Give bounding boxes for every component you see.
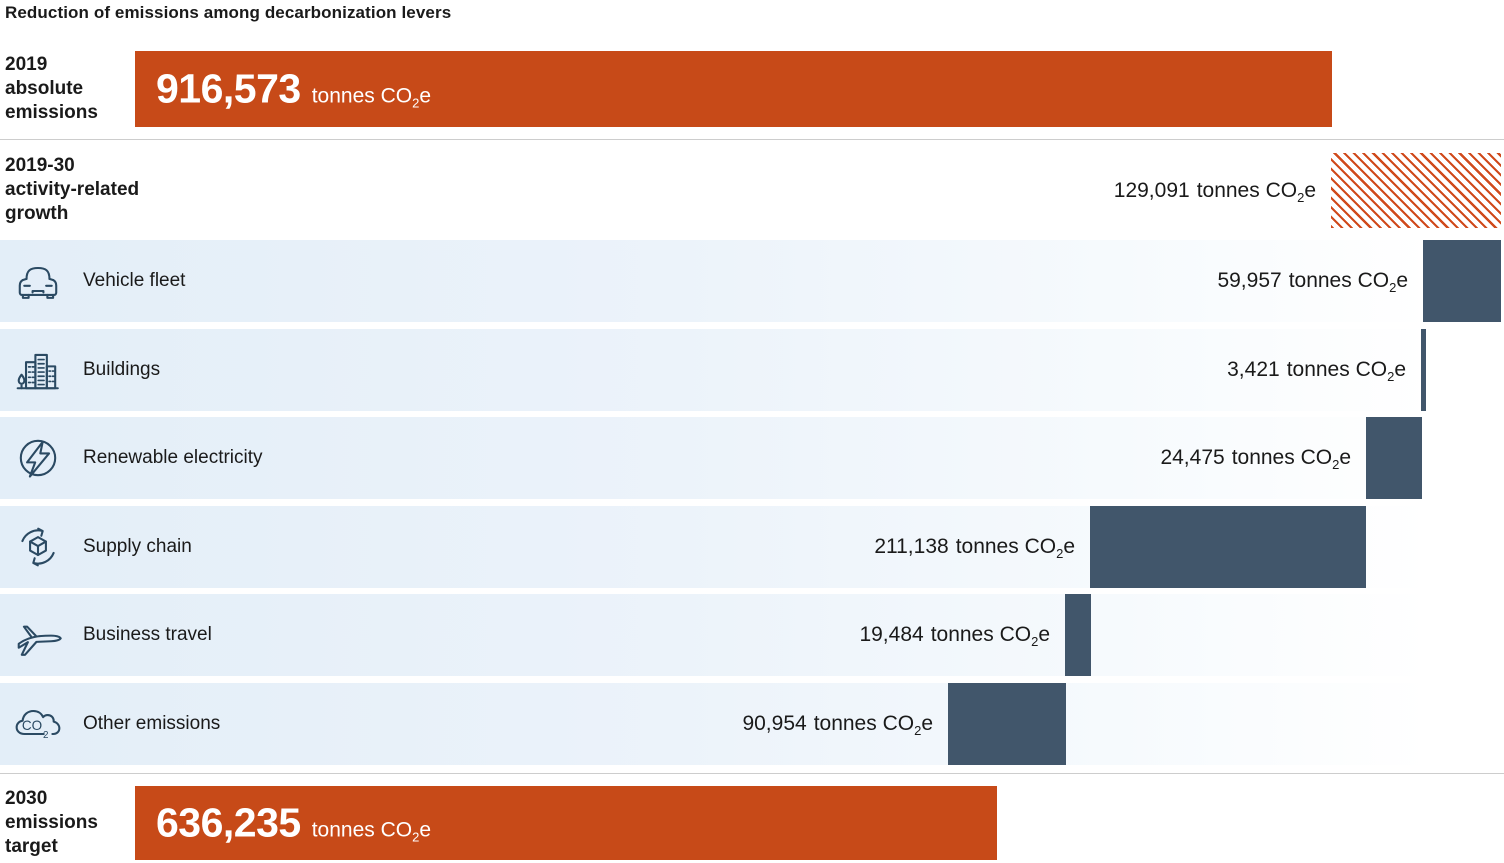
2019-30-activity-related-growth-value-number: 129,091 [1113, 178, 1190, 202]
unit-label: tonnes CO2e [955, 534, 1075, 561]
business-travel-label: Business travel [83, 624, 212, 645]
unit-label: tonnes CO2e [930, 623, 1050, 649]
buildings-value-number: 3,421 [1227, 357, 1280, 381]
unit-label: tonnes CO2e [813, 711, 933, 738]
airplane-icon [13, 610, 63, 660]
lever-row-business-travel: Business travel 19,484 tonnes CO2e [0, 594, 1504, 676]
vehicle-fleet-label: Vehicle fleet [83, 270, 186, 291]
lever-row-supply-chain: Supply chain 211,138 tonnes CO2e [0, 505, 1504, 588]
vehicle-fleet-value-number: 59,957 [1217, 269, 1282, 292]
co2-cloud-icon: CO 2 [13, 699, 63, 749]
svg-text:2: 2 [43, 729, 49, 740]
2019-absolute-emissions-value-number: 916,573 [156, 65, 301, 112]
2030-emissions-target-value-number: 636,235 [156, 799, 301, 846]
vehicle-fleet-value: 59,957 tonnes CO2e [1217, 269, 1408, 295]
unit-label: tonnes CO2e [311, 84, 432, 111]
business-travel-value-number: 19,484 [859, 623, 924, 646]
renewable-electricity-label: Renewable electricity [83, 447, 263, 468]
buildings-bar [1421, 328, 1426, 411]
buildings-icon [13, 345, 63, 395]
renewable-electricity-bar [1366, 417, 1422, 499]
buildings-value: 3,421 tonnes CO2e [1227, 357, 1406, 384]
lever-row-vehicle-fleet: Vehicle fleet 59,957 tonnes CO2e [0, 240, 1504, 322]
supply-chain-icon [13, 522, 63, 572]
unit-label: tonnes CO2e [1231, 446, 1351, 472]
chart-title: Reduction of emissions among decarboniza… [5, 3, 452, 22]
divider-line-bottom [0, 773, 1504, 774]
2019-30-activity-related-growth-bar [1331, 153, 1501, 228]
business-travel-bar [1065, 594, 1091, 676]
supply-chain-bar [1090, 505, 1366, 588]
car-icon [13, 256, 63, 306]
business-travel-value: 19,484 tonnes CO2e [859, 623, 1050, 649]
2019-absolute-emissions-bar: 916,573 tonnes CO2e [135, 51, 1332, 127]
supply-chain-value-number: 211,138 [874, 534, 949, 558]
2019-absolute-emissions-label: 2019 absolute emissions [5, 54, 98, 123]
2030-emissions-target-bar-text: 636,235 tonnes CO2e [156, 800, 431, 847]
renewable-electricity-value: 24,475 tonnes CO2e [1160, 446, 1351, 472]
buildings-label: Buildings [83, 358, 161, 380]
supply-chain-value: 211,138 tonnes CO2e [874, 534, 1075, 561]
other-emissions-bar [948, 682, 1066, 765]
unit-label: tonnes CO2e [1286, 357, 1406, 384]
lever-row-other-emissions: CO 2 Other emissions 90,954 tonnes CO2e [0, 682, 1504, 765]
unit-label: tonnes CO2e [1288, 269, 1408, 295]
other-emissions-label: Other emissions [83, 712, 221, 734]
2019-30-activity-related-growth-value: 129,091 tonnes CO2e [1113, 178, 1316, 205]
renewable-electricity-value-number: 24,475 [1160, 446, 1225, 469]
supply-chain-label: Supply chain [83, 535, 192, 557]
unit-label: tonnes CO2e [1196, 178, 1316, 205]
lever-row-buildings: Buildings 3,421 tonnes CO2e [0, 328, 1504, 411]
2030-emissions-target-label: 2030 emissions target [5, 788, 98, 857]
divider-line-top [0, 139, 1504, 140]
other-emissions-value: 90,954 tonnes CO2e [742, 711, 933, 738]
2030-emissions-target-bar: 636,235 tonnes CO2e [135, 786, 997, 860]
svg-text:CO: CO [22, 718, 42, 733]
2019-absolute-emissions-bar-text: 916,573 tonnes CO2e [156, 66, 431, 113]
unit-label: tonnes CO2e [311, 818, 432, 845]
lever-row-renewable-electricity: Renewable electricity 24,475 tonnes CO2e [0, 417, 1504, 499]
2019-30-activity-related-growth-label: 2019-30 activity-related growth [5, 155, 140, 224]
vehicle-fleet-bar [1423, 240, 1501, 322]
other-emissions-value-number: 90,954 [742, 711, 807, 735]
lightning-icon [13, 433, 63, 483]
